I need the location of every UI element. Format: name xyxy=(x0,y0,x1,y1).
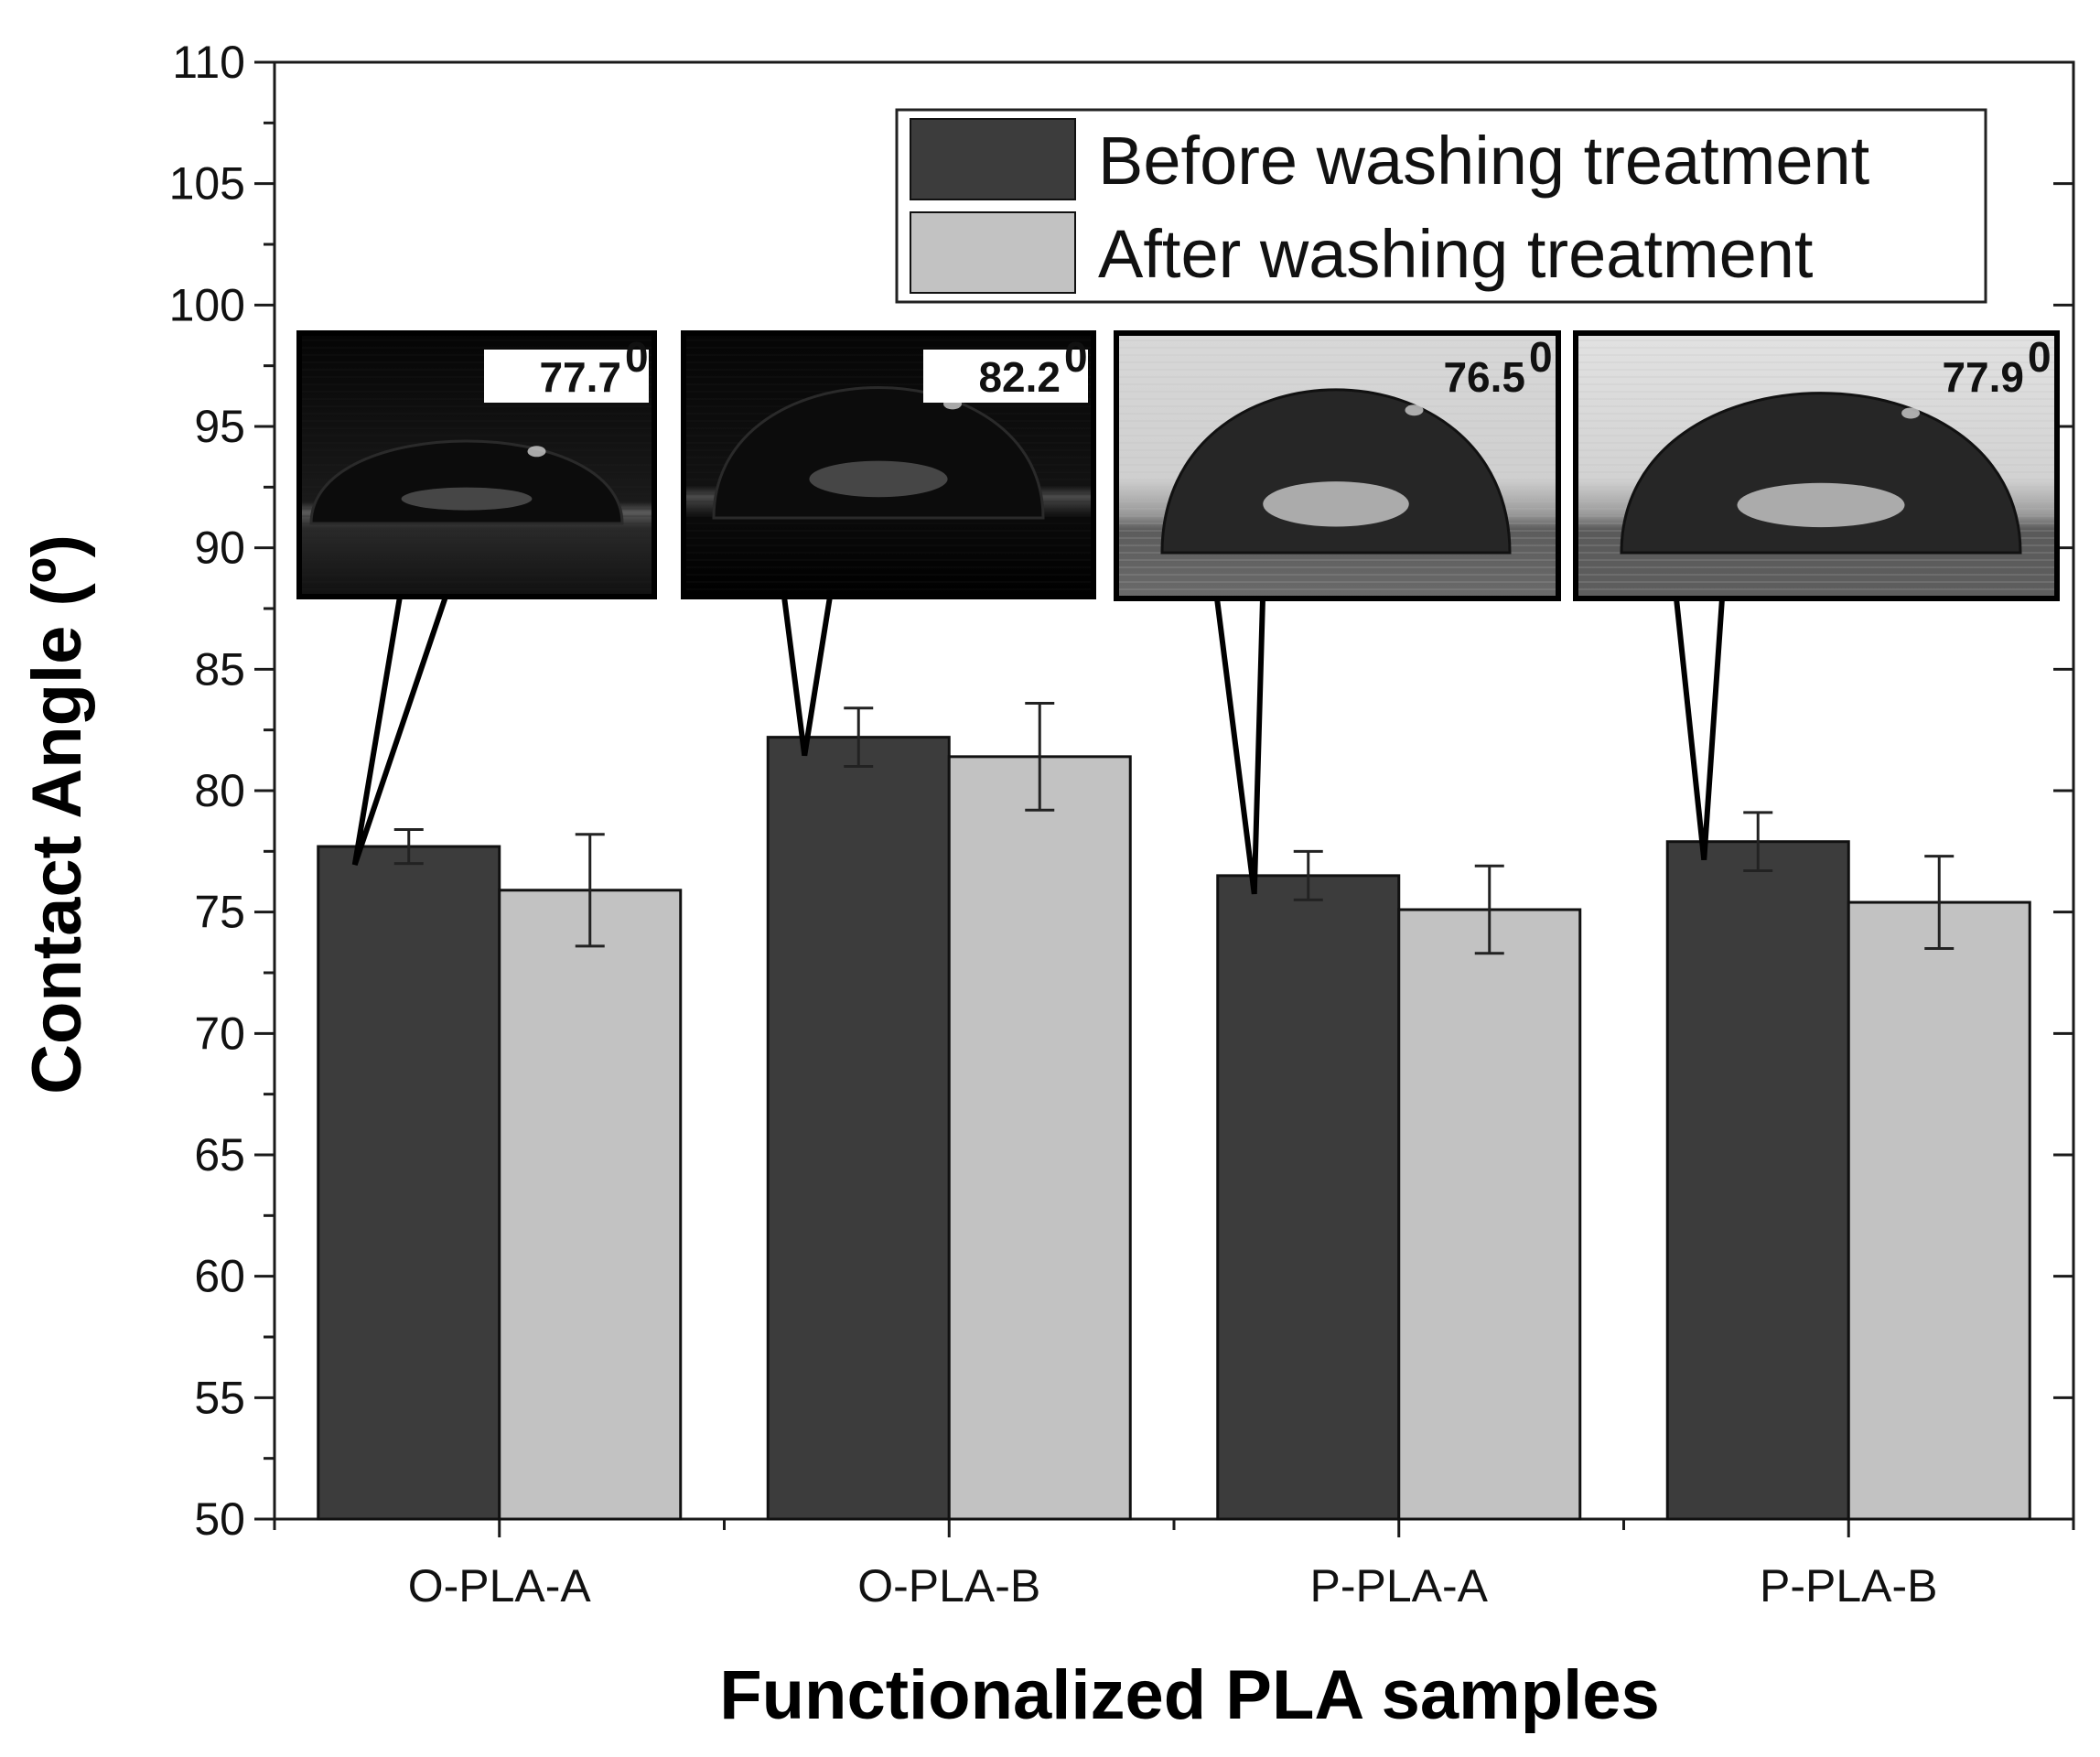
bar-after xyxy=(1847,900,2031,1521)
x-tick-label: P-PLA-B xyxy=(1760,1560,1938,1611)
droplet-highlight xyxy=(527,446,546,458)
droplet-highlight xyxy=(1405,404,1424,416)
y-tick-label: 70 xyxy=(194,1008,245,1059)
inset-border xyxy=(296,330,657,599)
bar-after xyxy=(947,755,1132,1521)
bar-before xyxy=(1665,840,1850,1521)
y-tick-label: 50 xyxy=(194,1493,245,1545)
droplet-reflection xyxy=(401,487,533,511)
y-tick-label: 60 xyxy=(194,1251,245,1302)
droplet-reflection xyxy=(1737,482,1905,528)
contact-angle-label: 77.9 xyxy=(1942,353,2024,401)
legend-label-after: After washing treatment xyxy=(1098,216,1814,292)
legend-box xyxy=(895,108,1987,304)
droplet-inset: 77.7 0 xyxy=(296,330,657,599)
y-tick-label: 100 xyxy=(169,279,245,330)
inset-callout-line xyxy=(351,594,450,866)
y-tick-label: 75 xyxy=(194,887,245,938)
y-axis: 50 55 60 65 70 75 80 85 90 95 100 105 110 xyxy=(169,37,2073,1545)
contact-angle-label: 82.2 xyxy=(978,353,1061,401)
inset-callout-line xyxy=(1673,596,1726,861)
inset-callout-line xyxy=(1213,596,1266,895)
degree-superscript: 0 xyxy=(625,333,649,381)
legend: Before washing treatment After washing t… xyxy=(895,108,1987,304)
water-droplet xyxy=(309,439,624,525)
x-axis: O-PLA-A O-PLA-B P-PLA-A P-PLA-B xyxy=(273,1519,2075,1611)
water-droplet xyxy=(1160,388,1512,555)
degree-superscript: 0 xyxy=(1064,333,1088,381)
droplet-highlight xyxy=(1901,407,1921,419)
y-tick-label: 65 xyxy=(194,1129,245,1180)
label-backing xyxy=(484,350,649,403)
bars xyxy=(317,736,2031,1521)
inset-border xyxy=(1114,330,1561,601)
y-tick-label: 85 xyxy=(194,643,245,695)
water-droplet xyxy=(712,386,1045,520)
inset-border xyxy=(681,330,1096,599)
label-backing xyxy=(923,350,1088,403)
y-tick-label: 90 xyxy=(194,523,245,574)
bar-after xyxy=(498,889,683,1521)
y-axis-title: Contact Angle (º) xyxy=(18,534,96,1094)
bar-after xyxy=(1397,908,1582,1521)
inset-border xyxy=(1573,330,2060,601)
water-droplet xyxy=(1620,392,2022,555)
legend-swatch-before xyxy=(910,118,1076,200)
bar-before xyxy=(766,736,951,1521)
contact-angle-label: 77.7 xyxy=(539,353,621,401)
x-tick-label: O-PLA-A xyxy=(408,1560,592,1611)
droplet-inset: 82.2 0 xyxy=(681,330,1096,599)
y-tick-label: 80 xyxy=(194,765,245,816)
legend-label-before: Before washing treatment xyxy=(1098,123,1870,199)
degree-superscript: 0 xyxy=(1529,333,1553,381)
x-tick-label: O-PLA-B xyxy=(857,1560,1040,1611)
error-bars xyxy=(393,701,1955,955)
droplet-reflection xyxy=(809,460,948,498)
droplet-inset: 76.5 0 xyxy=(1114,330,1561,601)
y-tick-label: 110 xyxy=(172,37,245,88)
bar-before xyxy=(317,845,501,1521)
bar-before xyxy=(1216,874,1401,1521)
y-tick-label: 95 xyxy=(194,401,245,452)
droplet-insets: 77.7 0 82.2 0 76.5 0 77.9 0 xyxy=(296,330,2060,601)
x-axis-title: Functionalized PLA samples xyxy=(719,1656,1660,1734)
droplet-reflection xyxy=(1263,481,1409,527)
y-tick-label: 55 xyxy=(194,1372,245,1423)
x-tick-label: P-PLA-A xyxy=(1309,1560,1488,1611)
contact-angle-label: 76.5 xyxy=(1443,353,1525,401)
degree-superscript: 0 xyxy=(2028,333,2052,381)
inset-callouts xyxy=(351,594,1726,895)
legend-swatch-after xyxy=(910,211,1076,294)
droplet-inset: 77.9 0 xyxy=(1573,330,2060,601)
inset-callout-line xyxy=(781,594,834,757)
y-tick-label: 105 xyxy=(169,158,245,210)
